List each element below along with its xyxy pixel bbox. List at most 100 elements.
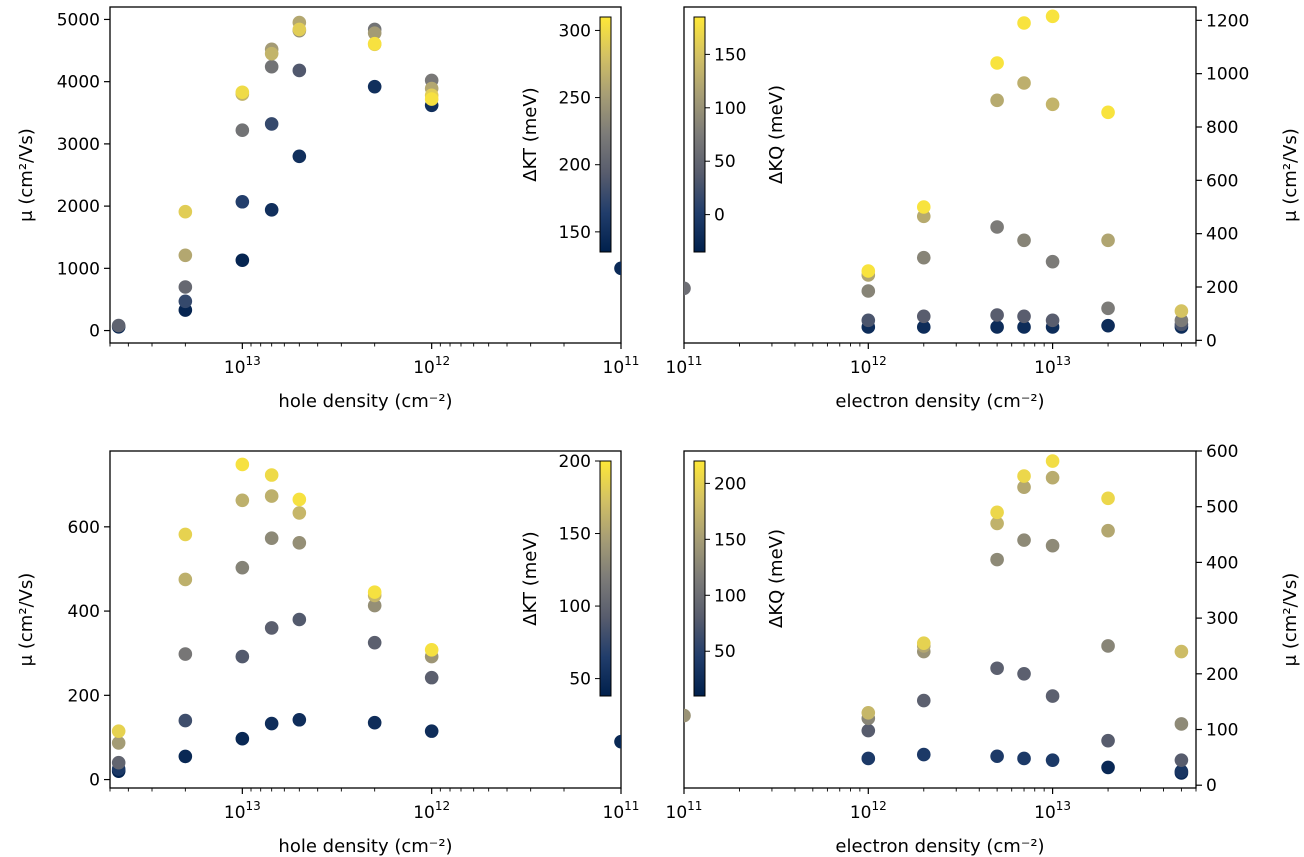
data-point	[1017, 320, 1031, 334]
colorbar	[599, 16, 612, 253]
data-point	[292, 22, 307, 37]
colorbar-label: ΔKT (meV)	[520, 87, 541, 181]
panel-electron-top: μ (cm²/Vs) electron density (cm⁻²) ΔKQ (…	[666, 6, 1301, 412]
data-point	[990, 661, 1004, 676]
y-tick-label: 800	[1206, 118, 1238, 138]
data-point	[235, 194, 250, 209]
data-point	[1101, 301, 1115, 316]
plot-frame	[683, 450, 1197, 789]
data-point	[990, 220, 1004, 234]
data-point	[916, 209, 931, 224]
data-point	[424, 92, 439, 106]
panel-hole-bottom: μ (cm²/Vs) hole density (cm⁻²) ΔKT (meV)…	[16, 450, 639, 857]
data-point	[1017, 751, 1031, 766]
data-point	[990, 505, 1004, 520]
data-point	[1045, 470, 1060, 485]
data-point	[292, 506, 307, 520]
colorbar-tick-label: 50	[569, 670, 591, 690]
colorbar-label: ΔKQ (meV)	[766, 85, 787, 184]
colorbar-tick-label: 50	[714, 642, 736, 662]
data-point	[1174, 753, 1189, 767]
data-point	[367, 585, 382, 599]
xlabel: hole density (cm⁻²)	[278, 391, 452, 412]
y-tick-label: 0	[1206, 331, 1217, 351]
data-point	[235, 457, 250, 472]
data-point	[684, 708, 691, 723]
data-point	[1017, 469, 1031, 483]
data-point	[178, 713, 193, 728]
colorbar-tick-label: 100	[714, 99, 746, 119]
data-point	[367, 36, 382, 51]
y-tick-label: 1000	[1206, 65, 1249, 85]
data-point	[292, 63, 307, 78]
y-tick-label: 600	[1206, 171, 1238, 191]
plot-frame	[109, 6, 622, 344]
colorbar	[599, 460, 612, 697]
xlabel: hole density (cm⁻²)	[278, 836, 452, 857]
data-point	[990, 552, 1004, 567]
data-point	[178, 647, 193, 661]
y-tick-label: 1200	[1206, 11, 1249, 31]
ylabel: μ (cm²/Vs)	[1280, 128, 1301, 222]
y-tick-label: 100	[1206, 721, 1238, 741]
data-point	[1174, 304, 1189, 318]
x-tick-label: 1013	[224, 799, 261, 823]
data-point	[235, 493, 250, 508]
data-point	[861, 284, 876, 298]
data-point	[367, 79, 382, 94]
data-point	[1017, 480, 1031, 495]
colorbar-tick-label: 50	[714, 152, 736, 172]
colorbar-tick-label: 200	[559, 156, 591, 176]
y-tick-label: 0	[1206, 776, 1217, 796]
x-tick-label: 1013	[1034, 799, 1071, 823]
data-point	[178, 204, 193, 219]
data-point	[292, 536, 307, 550]
data-point	[235, 253, 250, 268]
y-tick-label: 1000	[57, 259, 100, 279]
scatter-points	[111, 15, 621, 334]
data-point	[990, 516, 1004, 531]
colorbar-tick-label: 0	[714, 206, 725, 226]
data-point	[235, 649, 250, 664]
colorbar-tick-label: 150	[559, 525, 591, 545]
colorbar-tick-label: 100	[559, 597, 591, 617]
x-tick-label: 1011	[666, 354, 703, 378]
data-point	[1045, 313, 1060, 328]
data-point	[916, 250, 931, 265]
data-point	[1101, 318, 1115, 333]
colorbar-tick-label: 150	[559, 223, 591, 243]
data-point	[916, 636, 931, 650]
data-point	[1045, 454, 1060, 468]
data-point	[367, 598, 382, 613]
ylabel: μ (cm²/Vs)	[16, 128, 37, 222]
data-point	[292, 492, 307, 507]
ylabel: μ (cm²/Vs)	[16, 573, 37, 667]
data-point	[916, 747, 931, 762]
data-point	[1101, 491, 1115, 506]
data-point	[111, 724, 126, 738]
panel-electron-bottom: μ (cm²/Vs) electron density (cm⁻²) ΔKQ (…	[666, 442, 1301, 857]
data-point	[1101, 233, 1115, 248]
data-point	[861, 264, 876, 278]
data-point	[916, 309, 931, 324]
data-point	[292, 612, 307, 627]
y-tick-label: 0	[89, 322, 100, 342]
colorbar-label: ΔKQ (meV)	[766, 529, 787, 628]
x-tick-label: 1011	[603, 354, 640, 378]
data-point	[424, 670, 439, 685]
data-point	[1174, 644, 1189, 659]
y-tick-label: 5000	[57, 10, 100, 30]
colorbar-tick-label: 150	[714, 530, 746, 550]
colorbar	[693, 16, 706, 253]
y-tick-label: 3000	[57, 135, 100, 155]
data-point	[990, 749, 1004, 764]
data-point	[178, 527, 193, 542]
data-point	[916, 200, 931, 214]
data-point	[861, 313, 876, 328]
data-point	[235, 85, 250, 100]
data-point	[178, 248, 193, 263]
data-point	[264, 203, 279, 217]
data-point	[1045, 97, 1060, 112]
y-tick-label: 600	[1206, 442, 1238, 462]
